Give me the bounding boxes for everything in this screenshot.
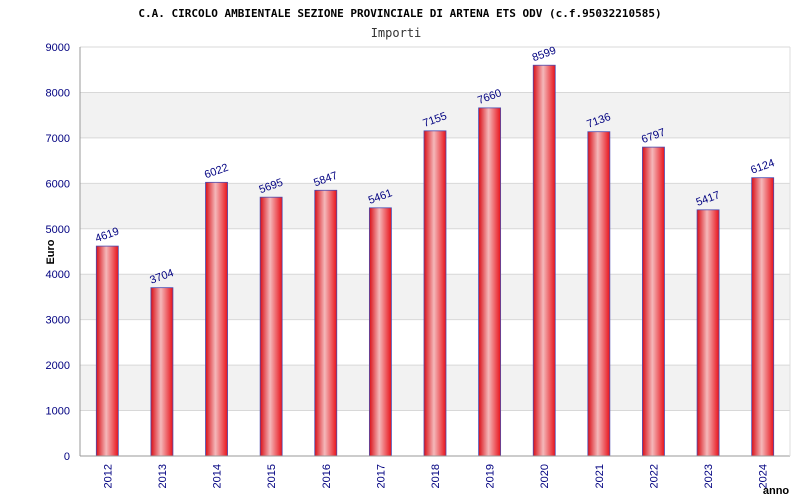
bar-2023	[696, 209, 720, 457]
bar-2019	[478, 107, 502, 457]
x-tick-label: 2015	[266, 464, 278, 488]
bar-2016	[314, 189, 338, 457]
x-tick-label: 2019	[485, 464, 497, 488]
y-tick-label: 5000	[46, 224, 70, 236]
bar-2021	[587, 131, 611, 457]
y-tick-label: 0	[64, 451, 70, 463]
y-tick-label: 2000	[46, 360, 70, 372]
chart-title: C.A. CIRCOLO AMBIENTALE SEZIONE PROVINCI…	[138, 7, 661, 20]
bar-2015	[259, 196, 283, 457]
y-tick-label: 9000	[46, 42, 70, 54]
x-tick-label: 2022	[648, 464, 660, 488]
y-tick-label: 1000	[46, 406, 70, 418]
y-axis-ticks: 0 1000 2000 3000 4000 5000 6000 7000 8000 9000	[46, 42, 70, 463]
x-axis-label: anno	[763, 485, 790, 497]
y-tick-label: 7000	[46, 133, 70, 145]
y-tick-label: 8000	[46, 87, 70, 99]
x-tick-label: 2013	[157, 464, 169, 488]
x-axis-ticks: 2012 2013 2014 2015 2016 2017 2018 2019 2020 2021…	[102, 464, 769, 488]
chart-subtitle: Importi	[371, 26, 422, 40]
y-axis-label: Euro	[45, 239, 57, 264]
grid-band	[80, 92, 790, 138]
y-tick-label: 4000	[46, 269, 70, 281]
bar-2024	[751, 177, 775, 457]
y-tick-label: 3000	[46, 315, 70, 327]
bar-2014	[205, 181, 228, 457]
bar-2020	[532, 64, 556, 457]
data-label-2024: 6124	[749, 157, 776, 177]
x-tick-label: 2024	[758, 464, 770, 488]
x-tick-label: 2023	[703, 464, 715, 488]
x-tick-label: 2020	[539, 464, 551, 488]
x-tick-label: 2017	[375, 464, 387, 488]
x-tick-label: 2014	[212, 464, 224, 488]
bar-2013	[150, 287, 174, 457]
x-tick-label: 2018	[430, 464, 442, 488]
bar-2022	[642, 146, 665, 457]
data-label-2020: 8599	[531, 45, 558, 65]
bar-2012	[95, 245, 119, 457]
bar-2017	[368, 207, 392, 457]
x-tick-label: 2016	[321, 464, 333, 488]
data-label-2014: 6022	[203, 162, 230, 182]
x-tick-label: 2021	[594, 464, 606, 488]
y-tick-label: 6000	[46, 178, 70, 190]
x-tick-label: 2012	[102, 464, 114, 488]
bars	[95, 64, 775, 457]
axes	[79, 47, 791, 457]
bar-2018	[423, 130, 447, 457]
